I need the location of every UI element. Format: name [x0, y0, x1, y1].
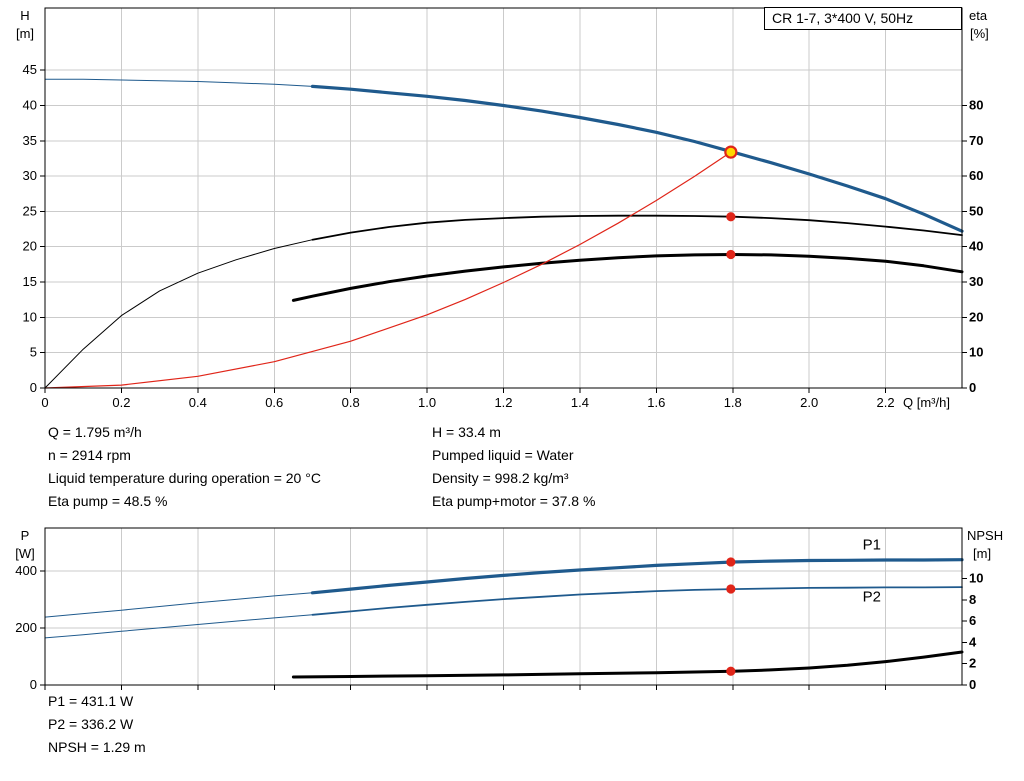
svg-text:0.6: 0.6 [265, 395, 283, 410]
curve-p2-thin [44, 614, 313, 639]
info-line-temperature: Liquid temperature during operation = 20… [48, 470, 321, 486]
curve-label-p2: P2 [863, 589, 881, 606]
axis-ticks [40, 570, 967, 690]
p-axis-unit: [W] [15, 546, 35, 561]
npsh-axis-unit: [m] [973, 546, 991, 561]
duty-point-marker [724, 145, 738, 159]
operating-info-left: Q = 1.795 m³/h n = 2914 rpm Liquid tempe… [48, 421, 321, 513]
chart-static-labels: H [m] eta [%] Q [m³/h] P [W] NPSH [m] CR… [15, 7, 1003, 561]
svg-text:35: 35 [23, 133, 37, 148]
svg-text:20: 20 [969, 309, 983, 324]
p-axis-label: P [21, 528, 30, 543]
curve-point-marker [726, 212, 736, 222]
svg-text:4: 4 [969, 634, 977, 649]
svg-text:60: 60 [969, 168, 983, 183]
svg-text:0.4: 0.4 [189, 395, 207, 410]
gridlines [45, 8, 962, 388]
curve-point-marker [726, 557, 736, 567]
svg-text:400: 400 [15, 563, 37, 578]
info-line-speed: n = 2914 rpm [48, 447, 131, 463]
svg-text:15: 15 [23, 274, 37, 289]
footer-line-p2: P2 = 336.2 W [48, 716, 134, 732]
svg-text:45: 45 [23, 62, 37, 77]
npsh-axis-label: NPSH [967, 528, 1003, 543]
gridlines [45, 528, 962, 685]
svg-text:0.2: 0.2 [112, 395, 130, 410]
svg-text:1.0: 1.0 [418, 395, 436, 410]
info-line-eta-pump: Eta pump = 48.5 % [48, 493, 168, 509]
svg-text:10: 10 [969, 571, 983, 586]
svg-text:30: 30 [23, 168, 37, 183]
curve-point-marker [726, 584, 736, 594]
svg-text:2.2: 2.2 [877, 395, 895, 410]
svg-text:2.0: 2.0 [800, 395, 818, 410]
eta-axis-label: eta [969, 8, 988, 23]
series-group [44, 78, 964, 389]
result-info: P1 = 431.1 W P2 = 336.2 W NPSH = 1.29 m [48, 690, 146, 759]
info-line-eta-pumpmotor: Eta pump+motor = 37.8 % [432, 493, 596, 509]
svg-text:5: 5 [30, 345, 37, 360]
svg-text:70: 70 [969, 133, 983, 148]
curve-label-p1: P1 [863, 537, 881, 554]
svg-text:1.6: 1.6 [647, 395, 665, 410]
svg-text:10: 10 [969, 345, 983, 360]
curve-qh-curve-thin [44, 78, 313, 87]
svg-text:40: 40 [969, 239, 983, 254]
curve-npsh [291, 650, 964, 679]
svg-text:40: 40 [23, 97, 37, 112]
svg-text:0: 0 [969, 380, 976, 395]
svg-text:2: 2 [969, 656, 976, 671]
svg-text:1.2: 1.2 [494, 395, 512, 410]
svg-text:8: 8 [969, 592, 976, 607]
svg-text:50: 50 [969, 203, 983, 218]
eta-axis-unit: [%] [970, 26, 989, 41]
svg-text:30: 30 [969, 274, 983, 289]
curve-point-marker [726, 666, 736, 676]
curve-point-marker [726, 249, 736, 260]
curve-eta-pump [311, 214, 963, 241]
axis-ticks [40, 69, 967, 393]
svg-text:25: 25 [23, 203, 37, 218]
svg-text:6: 6 [969, 613, 976, 628]
info-line-flow: Q = 1.795 m³/h [48, 424, 142, 440]
h-axis-label: H [20, 8, 29, 23]
curve-system-curve [44, 151, 732, 389]
q-axis-label: Q [m³/h] [903, 395, 950, 410]
curve-eta-pump-thin [44, 239, 313, 389]
svg-text:1.8: 1.8 [724, 395, 742, 410]
curve-qh-curve [310, 84, 964, 233]
curve-eta-pump-plus-motor [291, 253, 964, 302]
info-line-head: H = 33.4 m [432, 424, 501, 440]
svg-text:20: 20 [23, 239, 37, 254]
info-line-liquid: Pumped liquid = Water [432, 447, 574, 463]
h-axis-unit: [m] [16, 26, 34, 41]
curve-p1 [310, 558, 964, 595]
operating-info-right: H = 33.4 m Pumped liquid = Water Density… [432, 421, 595, 513]
tick-labels: 0 5 10 15 20 25 30 35 40 45 0 10 20 30 40 50 60 70 80 0 0.2 0… [23, 62, 984, 410]
curve-p1-thin [44, 592, 313, 618]
svg-text:200: 200 [15, 620, 37, 635]
curve-p2 [311, 586, 963, 616]
pump-model-title: CR 1-7, 3*400 V, 50Hz [772, 10, 913, 26]
info-line-density: Density = 998.2 kg/m³ [432, 470, 569, 486]
svg-text:0: 0 [30, 677, 37, 692]
svg-text:0: 0 [969, 677, 976, 692]
svg-text:0: 0 [30, 380, 37, 395]
svg-text:10: 10 [23, 309, 37, 324]
svg-text:1.4: 1.4 [571, 395, 589, 410]
svg-text:80: 80 [969, 97, 983, 112]
footer-line-npsh: NPSH = 1.29 m [48, 739, 146, 755]
footer-line-p1: P1 = 431.1 W [48, 693, 134, 709]
tick-labels: 0 200 400 0 2 4 6 8 10 [15, 563, 983, 692]
svg-text:0.8: 0.8 [342, 395, 360, 410]
pump-model-box [764, 7, 962, 30]
svg-text:0: 0 [41, 395, 48, 410]
